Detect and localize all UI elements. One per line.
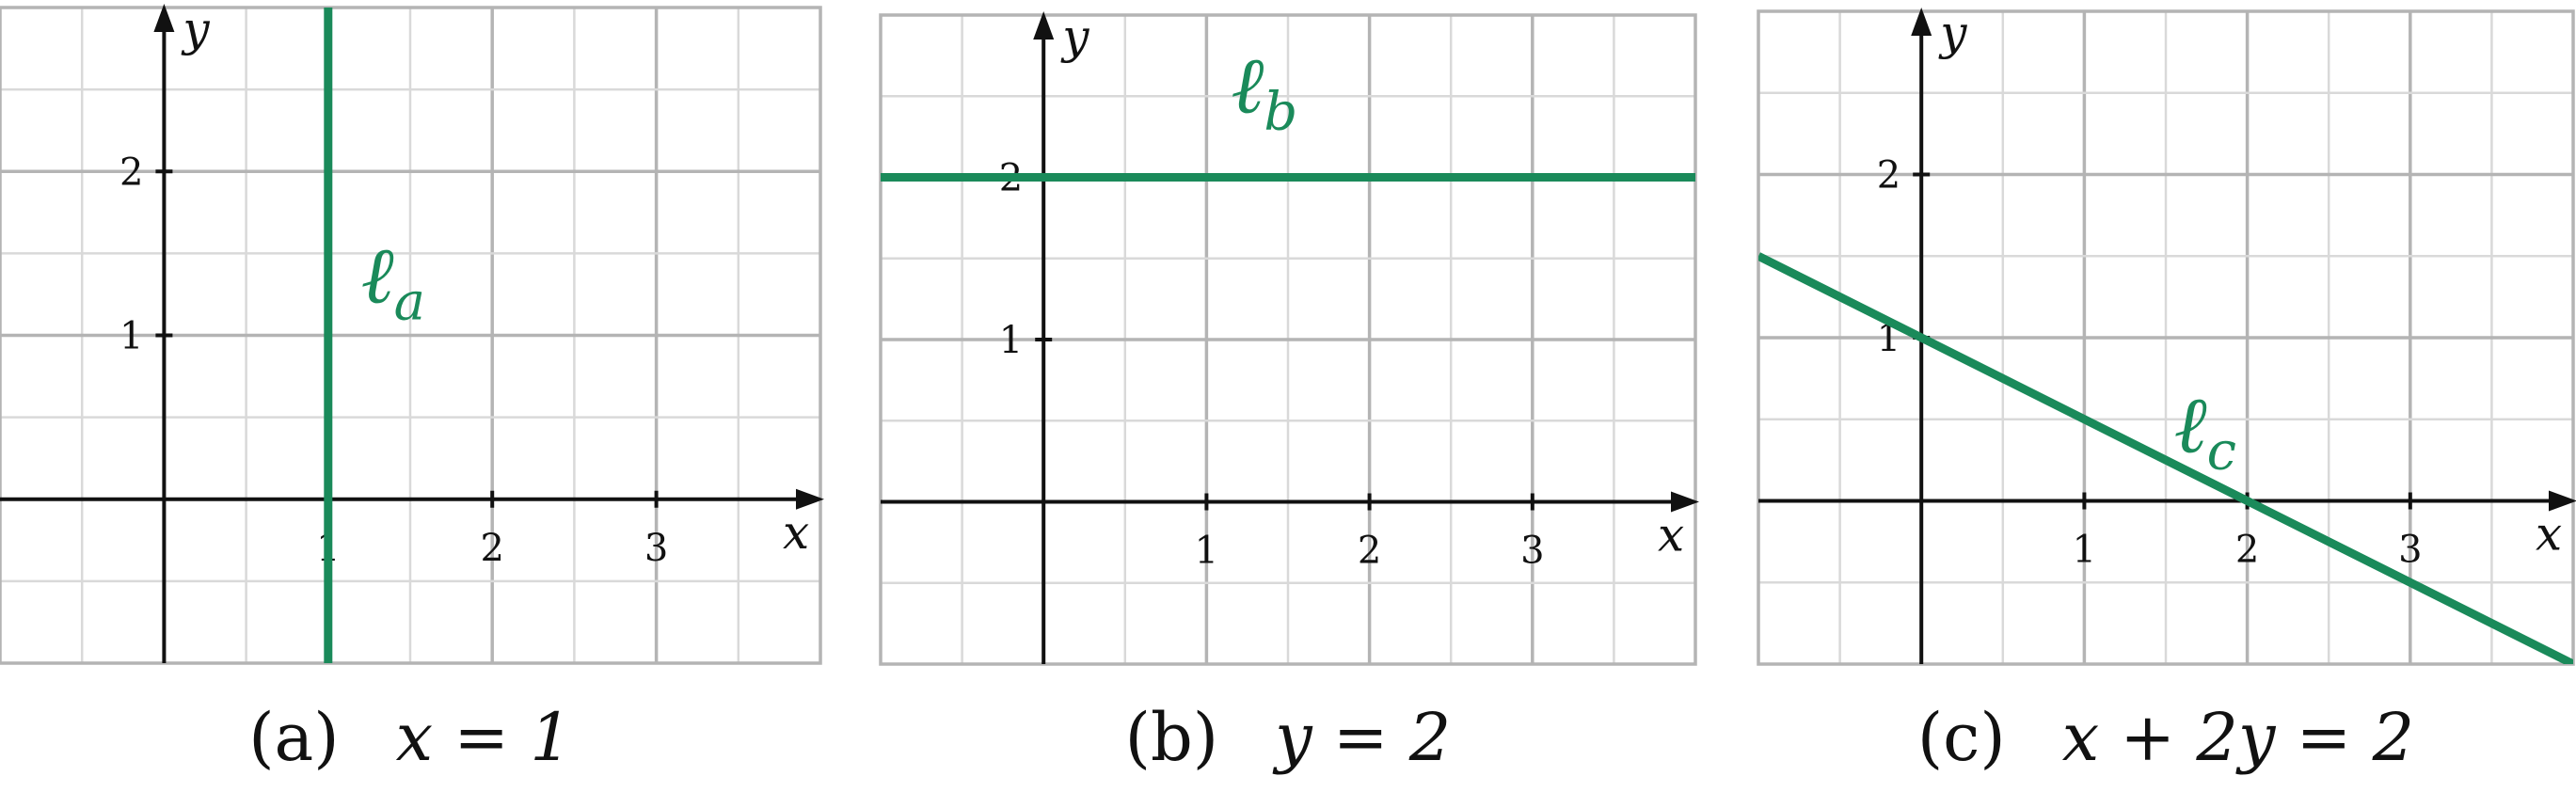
line-label-subscript: c: [2207, 420, 2236, 482]
x-tick-label: 3: [1520, 530, 1544, 573]
caption-c: (c) x + 2y = 2: [1917, 699, 2414, 776]
caption-equation: x = 1: [396, 699, 572, 776]
y-axis-label: y: [1938, 6, 1967, 60]
line-label-name: ℓ: [361, 230, 394, 322]
x-tick-label: 1: [2073, 529, 2096, 572]
x-tick-label: 2: [1358, 530, 1381, 573]
line-label-name: ℓ: [1231, 40, 1264, 132]
line-label-name: ℓ: [2174, 378, 2207, 470]
plot-frame: [879, 13, 1697, 666]
x-tick-label: 2: [480, 527, 503, 570]
plot-frame: [1757, 9, 2575, 666]
line-lc: [1758, 252, 2573, 664]
y-tick-label: 1: [999, 319, 1023, 362]
x-axis-label: x: [2536, 507, 2562, 562]
x-axis-arrow: [796, 488, 824, 510]
caption-a: (a) x = 1: [248, 699, 572, 776]
x-tick-label: 2: [2235, 529, 2259, 572]
caption-equation: y = 2: [1272, 699, 1451, 776]
y-axis-arrow: [1033, 11, 1055, 40]
y-axis-arrow: [153, 4, 175, 32]
caption-b: (b) y = 2: [1125, 699, 1452, 776]
caption-tag: (c): [1917, 699, 2006, 776]
x-axis-arrow: [1671, 491, 1699, 513]
caption-tag: (a): [248, 699, 339, 776]
y-axis-label: y: [181, 2, 210, 56]
x-axis-arrow: [2549, 490, 2576, 512]
line-label-subscript: b: [1264, 82, 1297, 143]
x-axis-label: x: [783, 505, 809, 560]
caption-tag: (b): [1125, 699, 1218, 776]
line-label-c: ℓc: [2174, 378, 2236, 482]
line-label-a: ℓa: [361, 230, 425, 333]
x-axis-label: x: [1658, 508, 1684, 562]
y-tick-label: 2: [119, 150, 143, 194]
x-tick-label: 1: [1195, 530, 1218, 573]
line-label-b: ℓb: [1231, 40, 1297, 143]
y-axis-label: y: [1060, 9, 1089, 64]
y-axis-arrow: [1911, 8, 1932, 36]
line-label-subscript: a: [394, 272, 425, 333]
plot-frame: [0, 6, 822, 665]
y-tick-label: 2: [1877, 154, 1900, 198]
caption-equation: x + 2y = 2: [2062, 699, 2414, 776]
x-tick-label: 3: [2398, 529, 2422, 572]
x-tick-label: 3: [644, 527, 668, 570]
y-tick-label: 1: [119, 315, 143, 358]
